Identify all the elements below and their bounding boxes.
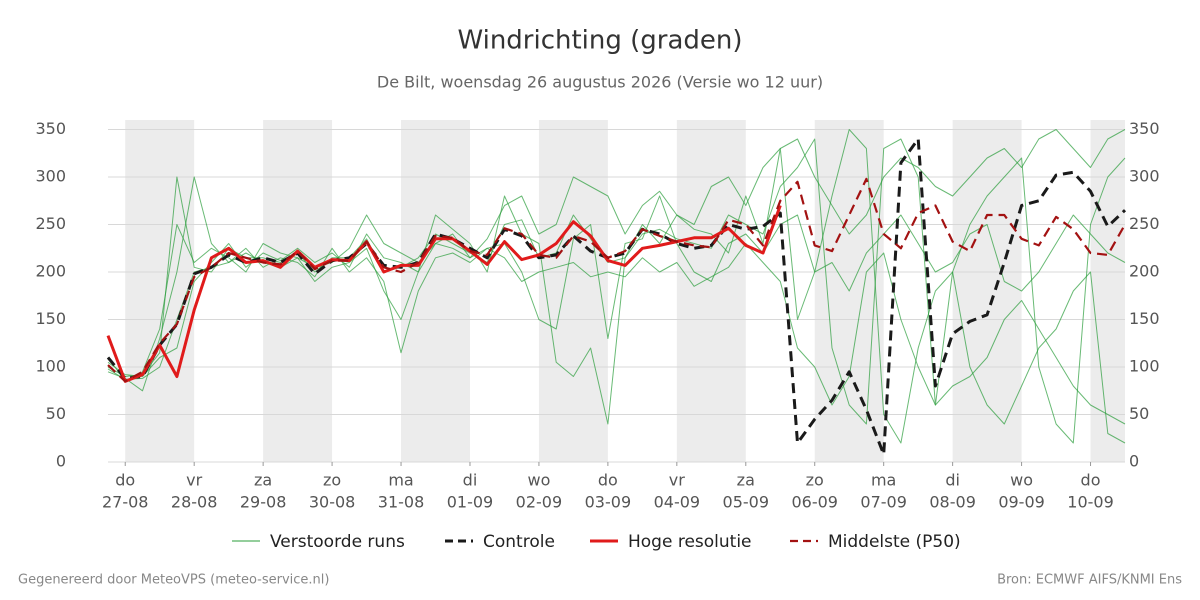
x-tick-date: 01-09 — [447, 493, 494, 512]
y2-tick-label: 0 — [1129, 452, 1139, 471]
footer-right: Bron: ECMWF AIFS/KNMI Ens — [997, 573, 1182, 588]
x-tick-date: 27-08 — [102, 493, 149, 512]
y2-tick-label: 200 — [1129, 262, 1160, 281]
x-tick-label: za — [737, 471, 755, 490]
series-line — [106, 137, 1127, 456]
x-tick-label: za — [254, 471, 272, 490]
x-tick-label: do — [598, 471, 618, 490]
legend-label: Hoge resolutie — [628, 532, 752, 552]
day-band — [952, 120, 1022, 462]
x-tick-date: 09-09 — [998, 493, 1045, 512]
chart-subtitle: De Bilt, woensdag 26 augustus 2026 (Vers… — [377, 73, 823, 92]
x-tick-label: vr — [186, 471, 202, 490]
legend-label: Verstoorde runs — [270, 532, 405, 552]
series-line — [107, 177, 1126, 383]
y-tick-label: 50 — [46, 404, 66, 423]
day-band — [263, 120, 333, 462]
day-band — [125, 120, 195, 462]
chart-title: Windrichting (graden) — [457, 26, 742, 56]
x-tick-label: ma — [871, 471, 896, 490]
legend-label: Controle — [483, 532, 555, 552]
ensemble-line — [107, 129, 1126, 382]
x-tick-date: 03-09 — [585, 493, 632, 512]
legend-label: Middelste (P50) — [828, 532, 961, 552]
y-tick-label: 250 — [35, 214, 66, 233]
y-tick-label: 100 — [35, 357, 66, 376]
y2-tick-label: 150 — [1129, 309, 1160, 328]
x-tick-date: 31-08 — [378, 493, 425, 512]
day-band — [676, 120, 746, 462]
series-line — [106, 204, 782, 383]
ensemble-line — [107, 243, 1126, 425]
ensemble-line — [107, 138, 1126, 444]
y-tick-label: 150 — [35, 309, 66, 328]
x-tick-label: ma — [388, 471, 413, 490]
y2-tick-label: 50 — [1129, 404, 1149, 423]
x-tick-label: vr — [669, 471, 685, 490]
x-tick-date: 05-09 — [723, 493, 770, 512]
x-tick-label: zo — [323, 471, 341, 490]
footer-left: Gegenereerd door MeteoVPS (meteo-service… — [18, 573, 329, 588]
x-tick-date: 29-08 — [240, 493, 287, 512]
x-tick-date: 02-09 — [516, 493, 563, 512]
x-tick-date: 10-09 — [1067, 493, 1114, 512]
y-tick-label: 350 — [35, 119, 66, 138]
x-tick-date: 04-09 — [654, 493, 701, 512]
x-tick-date: 30-08 — [309, 493, 356, 512]
y-tick-label: 300 — [35, 167, 66, 186]
x-tick-date: 06-09 — [791, 493, 838, 512]
y-tick-label: 200 — [35, 262, 66, 281]
x-tick-label: zo — [806, 471, 824, 490]
x-tick-date: 28-08 — [171, 493, 218, 512]
x-tick-label: do — [1081, 471, 1101, 490]
x-tick-label: wo — [1010, 471, 1033, 490]
y2-tick-label: 300 — [1129, 167, 1160, 186]
y2-tick-label: 250 — [1129, 214, 1160, 233]
x-tick-label: do — [115, 471, 135, 490]
x-tick-label: di — [463, 471, 478, 490]
day-band — [538, 120, 608, 462]
x-tick-date: 07-09 — [860, 493, 907, 512]
x-tick-date: 08-09 — [929, 493, 976, 512]
x-tick-label: di — [945, 471, 960, 490]
day-band — [1090, 120, 1125, 462]
y-tick-label: 0 — [56, 452, 66, 471]
y2-tick-label: 100 — [1129, 357, 1160, 376]
x-tick-label: wo — [527, 471, 550, 490]
y2-tick-label: 350 — [1129, 119, 1160, 138]
